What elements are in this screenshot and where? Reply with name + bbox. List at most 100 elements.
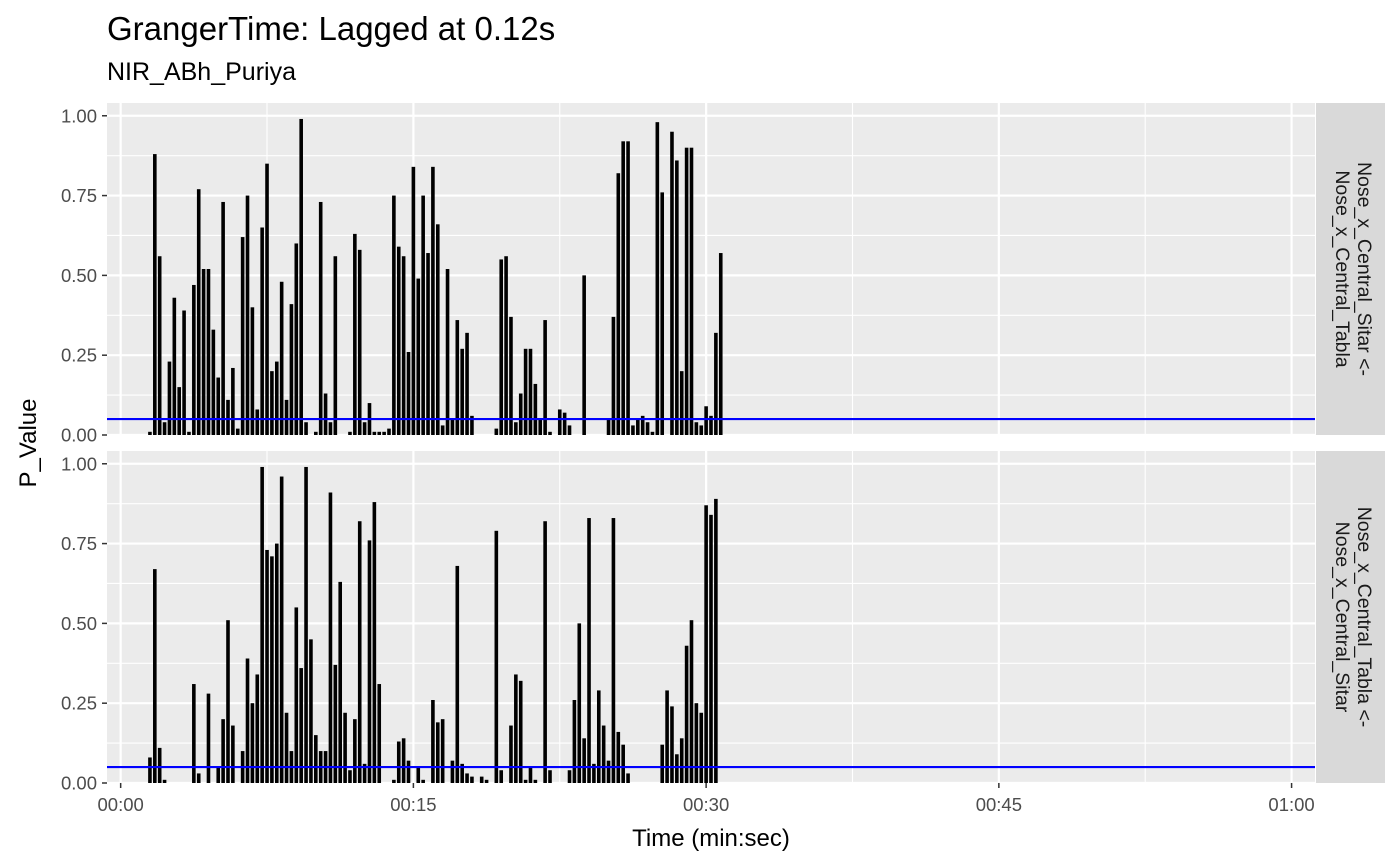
y-tick-label: 0.75 — [61, 185, 97, 206]
bar — [265, 549, 269, 783]
bar — [216, 377, 221, 435]
bar — [450, 760, 455, 783]
bar — [401, 256, 406, 435]
y-tick-label: 0.00 — [61, 773, 97, 794]
bar — [192, 684, 196, 783]
bar — [226, 620, 230, 783]
bar — [265, 163, 269, 435]
bar — [357, 521, 362, 783]
bar — [304, 466, 308, 783]
bar — [353, 233, 357, 435]
bar — [455, 320, 460, 435]
bar — [704, 505, 708, 783]
bar — [255, 674, 260, 783]
bar — [675, 754, 679, 783]
bar — [460, 348, 464, 435]
bar — [153, 569, 157, 783]
bar — [548, 770, 552, 783]
bar — [601, 725, 606, 783]
facet-strip-label: Nose_x_Central_Sitar <- — [1353, 162, 1375, 376]
facet-panel-1: 0.00 0.25 0.50 0.75 1.00 Nose_x_Central_Sitar… — [61, 103, 1385, 446]
bar — [675, 160, 679, 435]
bar — [587, 518, 591, 783]
bar — [372, 431, 377, 435]
bar — [153, 154, 157, 436]
bar — [543, 521, 547, 783]
x-tick-label: 00:15 — [390, 794, 436, 815]
bar — [157, 256, 162, 435]
bar — [416, 767, 421, 783]
bar — [162, 422, 167, 435]
bar — [357, 249, 362, 435]
bar — [621, 141, 625, 436]
bar — [631, 425, 635, 435]
chart-title: GrangerTime: Lagged at 0.12s — [107, 10, 556, 47]
bar — [318, 201, 323, 435]
bar — [309, 639, 313, 783]
bar — [396, 246, 401, 435]
bar — [392, 195, 396, 435]
bar — [284, 399, 289, 435]
bar — [435, 722, 440, 783]
bar — [172, 297, 177, 435]
bar — [245, 658, 250, 783]
facet-strip — [1316, 103, 1385, 435]
bar — [660, 192, 665, 435]
y-tick-label: 0.50 — [61, 613, 97, 634]
bar — [538, 419, 543, 435]
bar — [582, 738, 586, 783]
bar — [694, 422, 699, 435]
bar — [167, 361, 172, 435]
bar — [192, 284, 196, 435]
bar — [177, 387, 182, 435]
bar — [640, 415, 645, 435]
bar — [655, 122, 660, 436]
bar — [645, 422, 650, 435]
bar — [270, 371, 274, 435]
bar — [392, 779, 396, 783]
bar — [611, 518, 616, 783]
bar — [372, 502, 377, 783]
bar — [709, 514, 713, 783]
x-tick-label: 01:00 — [1268, 794, 1314, 815]
bar — [250, 307, 255, 435]
bar — [440, 425, 445, 435]
bar — [665, 690, 669, 783]
bar — [187, 431, 191, 435]
bar — [650, 431, 655, 435]
bar — [567, 425, 572, 435]
bar — [616, 173, 621, 435]
bar — [514, 422, 518, 435]
bar — [323, 393, 328, 435]
bar — [255, 409, 260, 435]
bar — [377, 431, 382, 435]
bar — [606, 419, 611, 435]
bar — [460, 763, 464, 783]
bar — [348, 770, 352, 783]
bar — [499, 770, 504, 783]
bar — [435, 224, 440, 435]
bar — [333, 256, 338, 435]
bar — [562, 412, 567, 435]
bar — [221, 201, 225, 435]
bar — [206, 693, 211, 783]
bar — [548, 431, 552, 435]
bar — [421, 195, 425, 435]
bar — [494, 530, 499, 783]
bar — [201, 269, 206, 435]
bar — [509, 316, 513, 435]
y-tick-label: 0.25 — [61, 345, 97, 366]
bar — [606, 760, 611, 783]
bar — [196, 189, 201, 435]
x-tick-label: 00:30 — [683, 794, 729, 815]
bar — [196, 773, 201, 783]
bar — [533, 383, 538, 435]
bar — [504, 256, 508, 435]
y-tick-label: 1.00 — [61, 453, 97, 474]
bar — [226, 399, 230, 435]
bar — [577, 623, 582, 783]
bar — [338, 581, 343, 783]
bar — [621, 744, 625, 783]
bar — [304, 422, 308, 435]
